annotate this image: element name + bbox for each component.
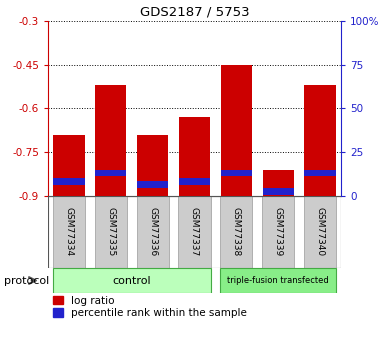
Bar [221, 170, 252, 176]
Bar [53, 196, 85, 268]
Text: control: control [113, 276, 151, 286]
Bar [95, 85, 126, 196]
Bar [220, 268, 336, 293]
Text: GSM77335: GSM77335 [106, 207, 115, 257]
Text: GSM77336: GSM77336 [148, 207, 157, 257]
Bar [137, 181, 168, 188]
Text: GSM77334: GSM77334 [64, 207, 73, 257]
Legend: log ratio, percentile rank within the sample: log ratio, percentile rank within the sa… [53, 296, 247, 318]
Bar [179, 117, 210, 196]
Text: GSM77339: GSM77339 [274, 207, 283, 257]
Bar [220, 196, 253, 268]
Text: GSM77340: GSM77340 [315, 207, 325, 257]
Bar [95, 196, 127, 268]
Bar [95, 170, 126, 176]
Text: GSM77338: GSM77338 [232, 207, 241, 257]
Bar [221, 65, 252, 196]
Bar [262, 196, 294, 268]
Bar [304, 170, 336, 176]
Text: triple-fusion transfected: triple-fusion transfected [227, 276, 329, 285]
Bar [263, 170, 294, 196]
Bar [53, 135, 85, 196]
Bar [263, 188, 294, 195]
Title: GDS2187 / 5753: GDS2187 / 5753 [140, 6, 249, 18]
Bar [178, 196, 211, 268]
Text: protocol: protocol [4, 276, 49, 286]
Bar [137, 196, 169, 268]
Bar [53, 178, 85, 185]
Bar [137, 135, 168, 196]
Bar [179, 178, 210, 185]
Bar [304, 85, 336, 196]
Text: GSM77337: GSM77337 [190, 207, 199, 257]
Bar [304, 196, 336, 268]
Bar [53, 268, 211, 293]
